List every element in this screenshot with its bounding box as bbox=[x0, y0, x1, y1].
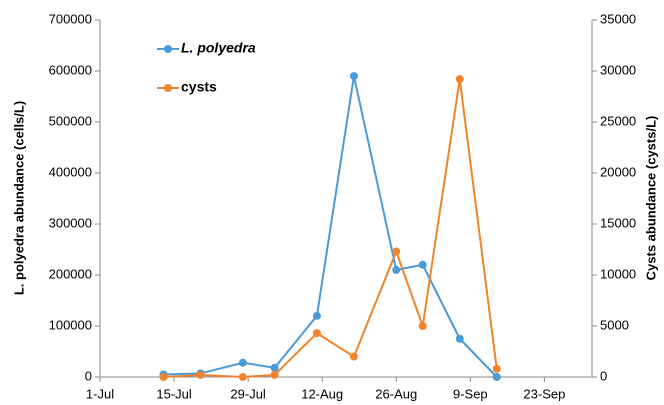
legend-label: L. polyedra bbox=[181, 40, 256, 56]
x-tick-label: 1-Jul bbox=[86, 386, 114, 401]
y-tick-label: 600000 bbox=[49, 62, 92, 77]
y2-tick-label: 25000 bbox=[600, 113, 636, 128]
x-tick-label: 23-Sep bbox=[523, 386, 565, 401]
legend-marker bbox=[164, 84, 172, 92]
x-tick-label: 9-Sep bbox=[453, 386, 488, 401]
series-line bbox=[163, 79, 498, 379]
y-tick-label: 400000 bbox=[49, 164, 92, 179]
x-tick-label: 15-Jul bbox=[156, 386, 192, 401]
data-point bbox=[312, 311, 321, 320]
x-tick-label: 26-Aug bbox=[375, 386, 417, 401]
y-axis-label: L. polyedra abundance (cells/L) bbox=[11, 101, 26, 295]
data-point bbox=[238, 373, 247, 381]
series-line bbox=[163, 75, 498, 378]
y2-tick-label: 5000 bbox=[600, 317, 629, 332]
y2-tick-label: 20000 bbox=[600, 164, 636, 179]
data-point bbox=[492, 364, 501, 373]
data-point bbox=[392, 265, 401, 274]
data-point bbox=[349, 352, 358, 361]
legend-label: cysts bbox=[181, 79, 217, 95]
data-point bbox=[270, 363, 279, 372]
y2-tick-label: 30000 bbox=[600, 62, 636, 77]
data-point bbox=[392, 247, 401, 256]
y-tick-label: 100000 bbox=[49, 317, 92, 332]
data-point bbox=[196, 370, 205, 379]
x-tick-label: 29-Jul bbox=[230, 386, 266, 401]
y-tick-label: 300000 bbox=[49, 215, 92, 230]
data-point bbox=[418, 322, 427, 330]
data-point bbox=[418, 260, 427, 269]
y2-tick-label: 10000 bbox=[600, 266, 636, 281]
data-point bbox=[455, 75, 464, 84]
data-point bbox=[492, 373, 501, 381]
y2-tick-label: 0 bbox=[600, 368, 607, 383]
data-point bbox=[455, 334, 464, 343]
y2-axis-label: Cysts abundance (cysts/L) bbox=[643, 116, 658, 281]
data-point bbox=[312, 329, 321, 338]
y2-tick-label: 35000 bbox=[600, 11, 636, 26]
y-tick-label: 0 bbox=[85, 368, 92, 383]
data-point bbox=[159, 373, 168, 381]
y-tick-label: 700000 bbox=[49, 11, 92, 26]
data-point bbox=[238, 358, 247, 367]
y-tick-label: 200000 bbox=[49, 266, 92, 281]
y2-tick-label: 15000 bbox=[600, 215, 636, 230]
data-point bbox=[270, 370, 279, 379]
y-tick-label: 500000 bbox=[49, 113, 92, 128]
x-tick-label: 12-Aug bbox=[301, 386, 343, 401]
legend-marker bbox=[164, 45, 172, 53]
data-point bbox=[349, 72, 358, 81]
